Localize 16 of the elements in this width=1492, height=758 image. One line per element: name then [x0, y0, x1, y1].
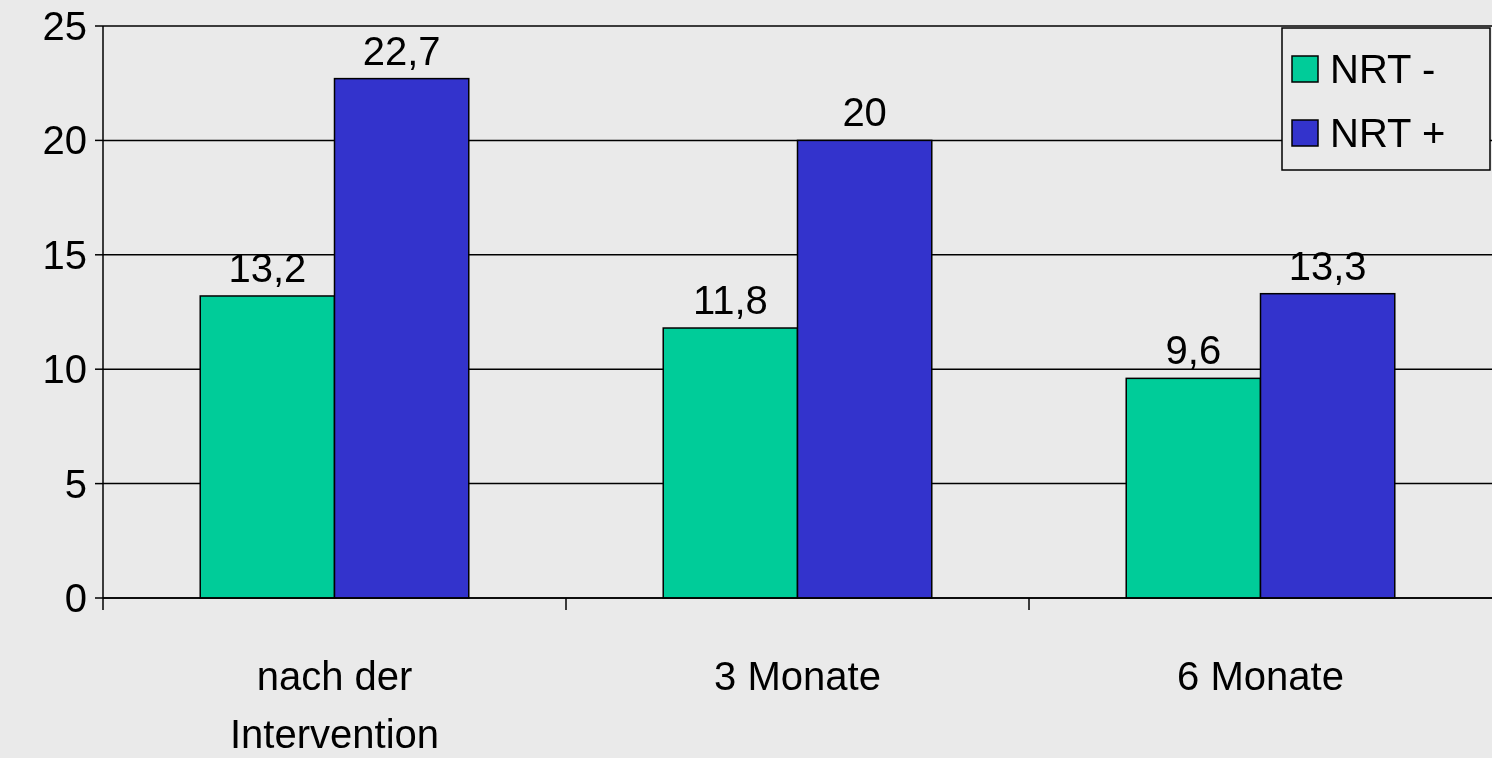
y-tick-label: 5 — [64, 461, 87, 506]
x-tick-label: nach der Intervention — [229, 654, 440, 756]
y-tick-label: 15 — [42, 232, 87, 277]
legend-label: NRT - — [1330, 47, 1436, 91]
y-tick-label: 0 — [64, 576, 87, 620]
x-tick-label: 3 Monate — [714, 654, 881, 698]
data-label: 11,8 — [692, 278, 768, 323]
y-tick-label: 20 — [42, 118, 87, 163]
legend-label: NRT + — [1330, 111, 1446, 155]
data-label: 20 — [842, 90, 887, 135]
x-tick-label: 6 Monate — [1177, 654, 1344, 698]
y-tick-label: 10 — [42, 347, 87, 392]
data-label: 22,7 — [362, 28, 441, 73]
data-label: 13,2 — [228, 245, 307, 290]
data-label: 9,6 — [1165, 328, 1222, 373]
y-tick-label: 25 — [42, 4, 87, 48]
